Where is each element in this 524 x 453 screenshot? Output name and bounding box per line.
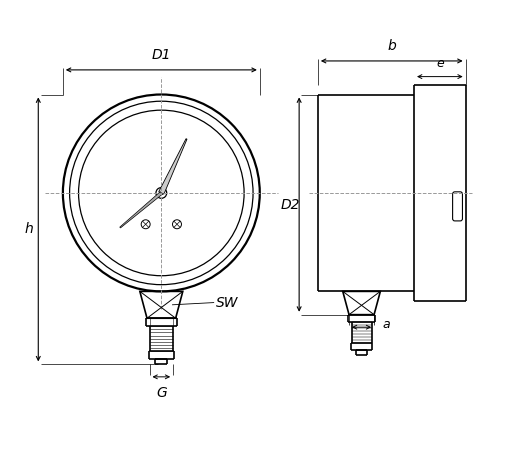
Polygon shape <box>159 139 187 194</box>
Text: D2: D2 <box>280 198 300 212</box>
Text: a: a <box>382 318 390 332</box>
Text: D1: D1 <box>151 48 171 62</box>
Circle shape <box>159 191 163 195</box>
Text: G: G <box>156 386 167 400</box>
Text: h: h <box>24 222 33 236</box>
Text: SW: SW <box>216 295 239 309</box>
Text: e: e <box>436 57 444 70</box>
Text: b: b <box>387 39 396 53</box>
Polygon shape <box>120 192 162 228</box>
